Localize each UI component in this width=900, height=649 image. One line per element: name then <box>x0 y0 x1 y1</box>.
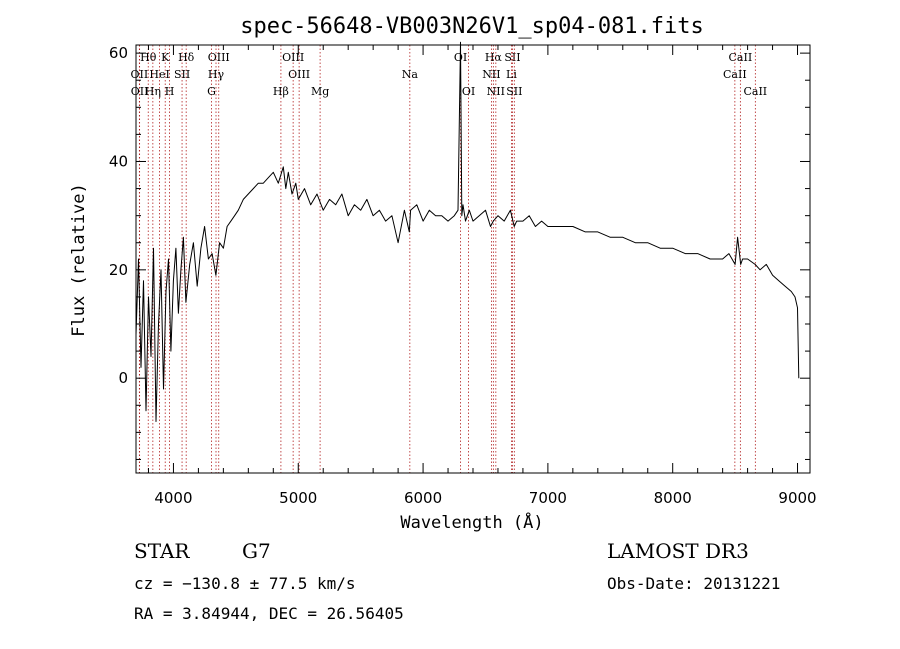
line-label-21: NII <box>482 68 500 81</box>
line-label-24: SII <box>506 85 522 98</box>
y-tick-label-40: 40 <box>109 152 128 170</box>
line-label-19: Hα <box>485 51 503 64</box>
spectrum-series <box>135 41 800 422</box>
redshift-velocity: cz = −130.8 ± 77.5 km/s <box>134 574 356 593</box>
line-label-12: OIII <box>282 51 304 64</box>
line-label-8: H <box>165 85 175 98</box>
line-label-2: Hδ <box>178 51 195 64</box>
chart-title: spec-56648-VB003N26V1_sp04-081.fits <box>240 14 704 39</box>
x-axis-label: Wavelength (Å) <box>400 511 543 533</box>
y-tick-label-0: 0 <box>118 369 128 387</box>
line-label-5: SII <box>174 68 190 81</box>
line-label-4: HeI <box>149 68 169 81</box>
line-label-27: CaII <box>743 85 767 98</box>
line-label-25: CaII <box>729 51 753 64</box>
line-label-13: OIII <box>288 68 310 81</box>
line-label-9: OIII <box>208 51 230 64</box>
line-label-11: G <box>207 85 216 98</box>
spectrum-line-0 <box>135 41 800 422</box>
line-label-15: Mg <box>311 85 329 98</box>
x-tick-label-5000: 5000 <box>279 489 317 507</box>
observation-date: Obs-Date: 20131221 <box>607 574 781 593</box>
object-subclass: G7 <box>242 539 271 563</box>
y-tick-label-20: 20 <box>109 261 128 279</box>
line-label-20: SII <box>504 51 520 64</box>
x-tick-label-8000: 8000 <box>654 489 692 507</box>
line-label-18: OI <box>462 85 475 98</box>
y-axis-label: Flux (relative) <box>69 183 89 337</box>
line-label-23: NII <box>487 85 505 98</box>
line-label-10: Hγ <box>208 68 225 81</box>
object-class: STAR <box>134 539 190 563</box>
line-label-26: CaII <box>723 68 747 81</box>
line-label-0: Hθ <box>140 51 157 64</box>
x-tick-label-4000: 4000 <box>154 489 192 507</box>
line-label-22: Li <box>506 68 517 81</box>
survey-name: LAMOST DR3 <box>607 539 749 563</box>
sky-coordinates: RA = 3.84944, DEC = 26.56405 <box>134 604 404 623</box>
x-axis-ticks: 4000 5000 6000 7000 8000 9000 <box>147 45 817 507</box>
line-label-7: Hη <box>145 85 161 98</box>
y-axis-ticks: 0 20 40 60 <box>109 44 810 460</box>
x-tick-label-7000: 7000 <box>529 489 567 507</box>
line-label-6: OII <box>131 85 149 98</box>
line-label-14: Hβ <box>273 85 289 98</box>
y-tick-label-60: 60 <box>109 44 128 62</box>
x-tick-label-6000: 6000 <box>404 489 442 507</box>
line-label-1: K <box>161 51 170 64</box>
line-label-16: Na <box>402 68 419 81</box>
x-tick-label-9000: 9000 <box>778 489 816 507</box>
